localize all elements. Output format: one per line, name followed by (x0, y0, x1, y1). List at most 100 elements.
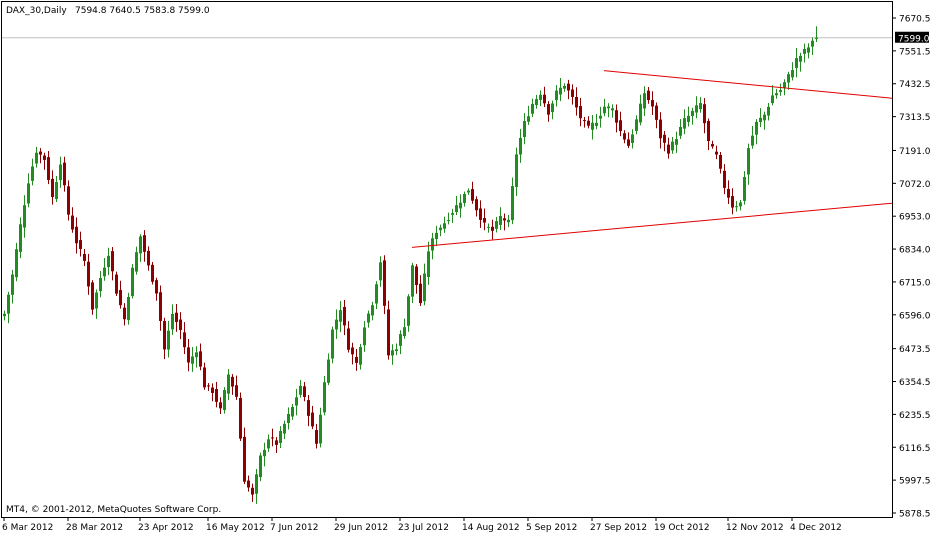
y-tick-label: 7432.5 (899, 80, 931, 90)
candle-body (315, 430, 318, 444)
x-tick-label: 23 Jul 2012 (398, 523, 449, 533)
candle-body (783, 82, 786, 88)
candle-body (563, 85, 566, 89)
candle-body (71, 215, 74, 230)
candle-body (495, 221, 498, 229)
candles-group (3, 26, 818, 504)
y-tick-label: 6235.5 (899, 411, 931, 421)
candle-body (687, 115, 690, 122)
candle-body (763, 114, 766, 121)
candle-body (27, 183, 30, 204)
y-tick-label: 7670.5 (899, 15, 931, 25)
candle-body (511, 186, 514, 221)
x-tick-label: 29 Jun 2012 (334, 523, 388, 533)
candle-body (55, 181, 58, 200)
trendline-lower (411, 202, 893, 248)
candle-body (239, 397, 242, 439)
candle-body (607, 106, 610, 109)
candle-body (643, 93, 646, 109)
y-tick-label: 5878.5 (899, 510, 931, 520)
candle-body (67, 186, 70, 215)
candle-body (779, 90, 782, 92)
candle-body (571, 89, 574, 97)
candle-body (363, 327, 366, 346)
candle-body (279, 431, 282, 443)
candle-body (43, 155, 46, 160)
candle-body (499, 215, 502, 225)
candle-body (15, 249, 18, 278)
candle-body (487, 226, 490, 228)
candle-body (719, 154, 722, 169)
candle-body (619, 120, 622, 132)
candle-body (95, 292, 98, 309)
candle-body (667, 144, 670, 154)
candle-body (19, 224, 22, 252)
candle-body (543, 94, 546, 104)
copyright-label: MT4, © 2001-2012, MetaQuotes Software Co… (6, 505, 221, 515)
candle-body (731, 196, 734, 208)
candle-body (91, 282, 94, 310)
candle-body (811, 40, 814, 47)
candle-body (263, 449, 266, 457)
candle-body (143, 235, 146, 252)
candle-body (751, 135, 754, 146)
candle-body (483, 217, 486, 223)
candle-body (23, 205, 26, 228)
candle-body (527, 116, 530, 122)
candle-body (707, 120, 710, 142)
candle-body (75, 226, 78, 244)
candle-body (131, 267, 134, 297)
candle-body (427, 251, 430, 277)
candle-body (375, 284, 378, 304)
price-axis: 7670.5 7551.5 7432.5 7313.5 7191.0 7072.0 6953… (892, 15, 931, 520)
candle-body (227, 374, 230, 394)
candle-body (807, 47, 810, 53)
candle-body (531, 103, 534, 114)
candle-body (715, 151, 718, 155)
candle-body (243, 436, 246, 482)
candle-body (199, 351, 202, 367)
candle-body (171, 313, 174, 330)
candle-body (319, 414, 322, 444)
candle-body (651, 100, 654, 107)
candle-body (691, 110, 694, 117)
candle-body (307, 400, 310, 416)
candle-body (167, 330, 170, 350)
candle-body (551, 103, 554, 113)
y-tick-label: 6116.5 (899, 444, 931, 454)
candle-body (359, 347, 362, 365)
candle-body (659, 119, 662, 139)
candle-body (387, 309, 390, 356)
candle-body (255, 474, 258, 494)
candle-body (555, 90, 558, 101)
candle-body (603, 106, 606, 114)
candle-body (235, 385, 238, 397)
candle-body (787, 74, 790, 83)
candle-body (391, 350, 394, 356)
candle-body (411, 265, 414, 297)
candle-body (403, 327, 406, 337)
candle-body (107, 255, 110, 268)
chart-title: DAX_30,Daily (6, 6, 67, 16)
candle-body (791, 70, 794, 78)
candle-body (523, 121, 526, 138)
candle-body (211, 387, 214, 393)
candle-body (155, 280, 158, 294)
candle-body (39, 151, 42, 155)
candle-body (455, 205, 458, 213)
candle-body (371, 305, 374, 316)
candle-body (103, 267, 106, 277)
candle-body (51, 178, 54, 198)
candle-body (451, 213, 454, 215)
candle-body (251, 487, 254, 495)
candle-body (755, 121, 758, 135)
y-tick-label: 7313.5 (899, 113, 931, 123)
current-price-tag-label: 7599.0 (898, 34, 930, 44)
time-axis: 6 Mar 2012 28 Mar 2012 23 Apr 2012 16 May 2… (2, 517, 842, 533)
candle-body (443, 223, 446, 229)
candle-body (267, 439, 270, 449)
candle-body (775, 93, 778, 96)
candle-body (311, 412, 314, 427)
